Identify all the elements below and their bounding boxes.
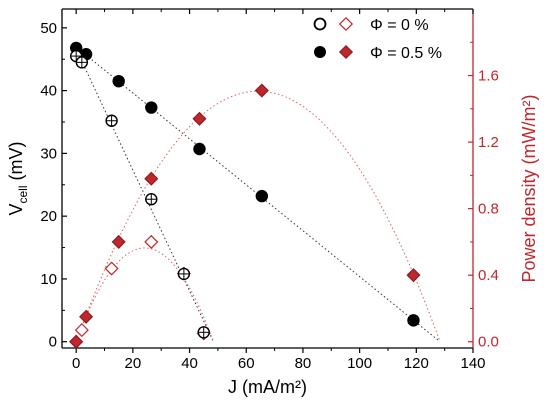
marker-power-0-1 (74, 323, 89, 338)
x-tick-label: 100 (347, 355, 372, 372)
x-tick-label: 0 (72, 355, 80, 372)
legend-symbol-circle-filled (314, 46, 326, 58)
marker-power-0-3 (144, 234, 159, 249)
x-tick-label: 120 (404, 355, 429, 372)
fit-line-voltage-0 (75, 49, 214, 342)
marker-voltage-0-4 (177, 267, 191, 281)
y-right-tick-label: 1.6 (478, 68, 499, 85)
y-axis-right-label: Power density (mW/m²) (519, 94, 539, 282)
marker-voltage-05-3 (145, 101, 158, 114)
marker-voltage-0-1 (75, 56, 89, 69)
fit-curve-power-0 (75, 247, 214, 342)
marker-power-05-5 (254, 83, 269, 98)
y-axis-left-label: Vcell (mV) (6, 141, 30, 215)
marker-power-0-2 (104, 261, 119, 276)
marker-voltage-05-6 (407, 314, 420, 327)
y-left-tick-label: 30 (40, 145, 57, 162)
x-tick-label: 80 (295, 355, 312, 372)
y-left-tick-label: 50 (40, 20, 57, 37)
marker-voltage-05-5 (255, 189, 269, 203)
legend-symbol-diamond-open (338, 16, 354, 32)
marker-voltage-0-2 (105, 114, 118, 127)
legend-symbol-circle-open (313, 17, 327, 31)
marker-power-05-1 (79, 309, 94, 324)
data-markers (69, 41, 421, 349)
y-right-tick-label: 1.2 (478, 134, 499, 151)
y-right-tick-label: 0.8 (478, 201, 499, 218)
legend: Φ = 0 % Φ = 0.5 % (313, 16, 442, 62)
axes: 0 20 40 60 80 100 120 140 0 10 20 30 40 50 0.0 0.4 0.8 1.… (40, 8, 499, 372)
marker-power-05-0 (69, 334, 84, 349)
fit-curve-power-05 (75, 90, 441, 342)
fit-curves (75, 46, 441, 343)
y-right-tick-label: 0.4 (478, 267, 499, 284)
marker-voltage-05-4 (193, 142, 206, 156)
marker-voltage-0-5 (197, 326, 210, 339)
y-left-tick-label: 20 (40, 208, 57, 225)
marker-power-05-4 (192, 111, 207, 126)
y-left-tick-label: 40 (40, 83, 57, 100)
x-tick-label: 140 (460, 355, 485, 372)
marker-power-05-2 (111, 234, 126, 249)
legend-label-0: Φ = 0 % (370, 17, 429, 34)
marker-voltage-0-3 (145, 193, 158, 206)
marker-power-05-3 (144, 171, 159, 186)
x-tick-label: 20 (125, 355, 142, 372)
y-left-tick-label: 10 (40, 271, 57, 288)
marker-voltage-05-2 (112, 74, 125, 88)
x-tick-label: 60 (238, 355, 255, 372)
y-left-tick-label: 0 (49, 334, 57, 351)
x-tick-label: 40 (181, 355, 198, 372)
x-axis-label: J (mA/m²) (228, 377, 307, 397)
legend-symbol-diamond-filled (338, 44, 354, 60)
y-right-tick-label: 0.0 (478, 334, 499, 351)
legend-label-1: Φ = 0.5 % (370, 45, 442, 62)
marker-power-05-6 (406, 268, 421, 283)
